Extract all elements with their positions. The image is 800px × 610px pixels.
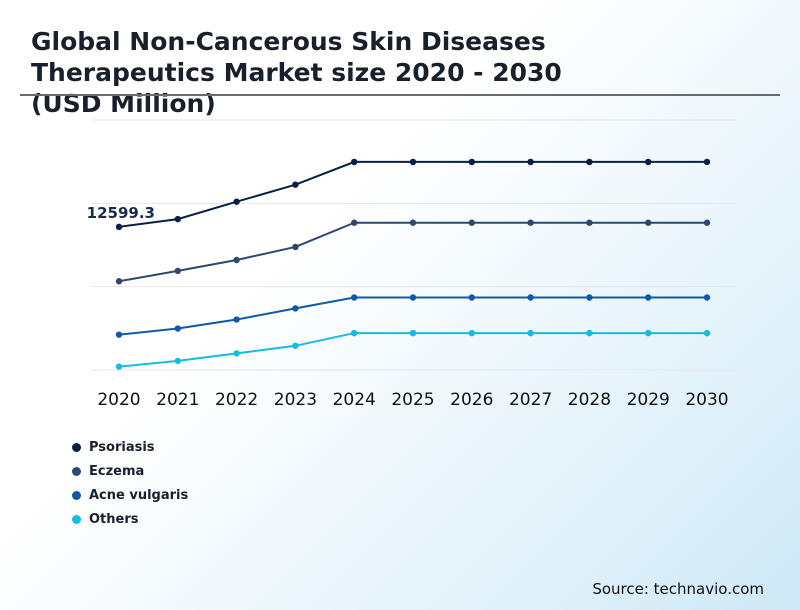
- data-label: 12599.3: [87, 204, 155, 222]
- legend: Psoriasis Eczema Acne vulgaris Others: [72, 435, 188, 531]
- x-tick-label: 2026: [450, 390, 493, 410]
- data-point: [645, 329, 652, 337]
- x-tick-label: 2028: [568, 390, 611, 410]
- data-point: [645, 294, 652, 301]
- source-credit: Source: technavio.com: [592, 580, 764, 598]
- data-point: [292, 181, 299, 188]
- x-tick-label: 2020: [97, 390, 140, 410]
- data-point: [527, 158, 534, 166]
- data-point: [586, 294, 593, 301]
- data-point: [586, 158, 593, 166]
- data-point: [351, 329, 358, 337]
- data-point: [174, 357, 181, 365]
- data-point: [703, 294, 711, 301]
- data-point: [174, 267, 181, 275]
- data-point: [527, 329, 534, 337]
- legend-marker-icon: [72, 442, 81, 452]
- data-point: [409, 294, 417, 301]
- data-point: [351, 219, 358, 226]
- data-point: [409, 158, 417, 166]
- chart-title-line-1: Global Non-Cancerous Skin Diseases: [31, 27, 546, 56]
- series-line-others: [118, 332, 707, 368]
- legend-marker-icon: [72, 466, 81, 476]
- chart-title: Global Non-Cancerous Skin Diseases Thera…: [31, 26, 671, 119]
- x-tick-label: 2025: [391, 390, 434, 410]
- x-tick-label: 2021: [156, 390, 199, 410]
- data-point: [468, 329, 475, 337]
- legend-item: Psoriasis: [72, 435, 188, 459]
- x-tick-label: 2029: [627, 390, 670, 410]
- data-point: [115, 331, 123, 338]
- legend-label: Acne vulgaris: [89, 487, 189, 503]
- legend-label: Psoriasis: [89, 439, 155, 455]
- data-point: [115, 278, 123, 285]
- legend-marker-icon: [72, 514, 81, 524]
- chart-title-line-3: (USD Million): [31, 89, 216, 118]
- data-point: [351, 158, 358, 166]
- data-point: [468, 294, 475, 301]
- series-line-acne-vulgaris: [118, 296, 707, 336]
- data-point: [468, 219, 475, 226]
- data-point: [586, 329, 593, 337]
- data-point: [292, 243, 299, 251]
- data-point: [351, 294, 358, 301]
- x-tick-label: 2030: [685, 390, 728, 410]
- data-point: [645, 219, 652, 226]
- data-point: [233, 198, 240, 205]
- data-point: [233, 350, 240, 357]
- data-point: [233, 316, 240, 323]
- data-point: [115, 223, 123, 231]
- data-point: [468, 158, 475, 166]
- series-line-eczema: [118, 221, 707, 283]
- data-point: [233, 256, 240, 264]
- chart-title-line-2: Therapeutics Market size 2020 - 2030: [31, 58, 562, 87]
- data-point: [703, 219, 711, 226]
- x-tick-label: 2027: [509, 390, 552, 410]
- data-point: [174, 215, 181, 223]
- x-tick-label: 2024: [333, 390, 376, 410]
- data-point: [527, 219, 534, 226]
- series-line-psoriasis: [118, 160, 707, 228]
- data-point: [409, 329, 417, 337]
- legend-marker-icon: [72, 490, 81, 500]
- legend-item: Others: [72, 507, 188, 531]
- data-point: [292, 342, 299, 349]
- x-tick-label: 2023: [274, 390, 317, 410]
- data-point: [115, 363, 123, 370]
- data-point: [586, 219, 593, 226]
- title-divider: [20, 94, 780, 96]
- legend-item: Eczema: [72, 459, 188, 483]
- x-tick-label: 2022: [215, 390, 258, 410]
- data-point: [703, 158, 711, 166]
- data-point: [292, 305, 299, 312]
- legend-label: Others: [89, 511, 139, 527]
- legend-label: Eczema: [89, 463, 145, 479]
- data-point: [174, 325, 181, 332]
- data-point: [409, 219, 417, 226]
- data-point: [703, 329, 711, 337]
- legend-item: Acne vulgaris: [72, 483, 188, 507]
- data-point: [527, 294, 534, 301]
- data-point: [645, 158, 652, 166]
